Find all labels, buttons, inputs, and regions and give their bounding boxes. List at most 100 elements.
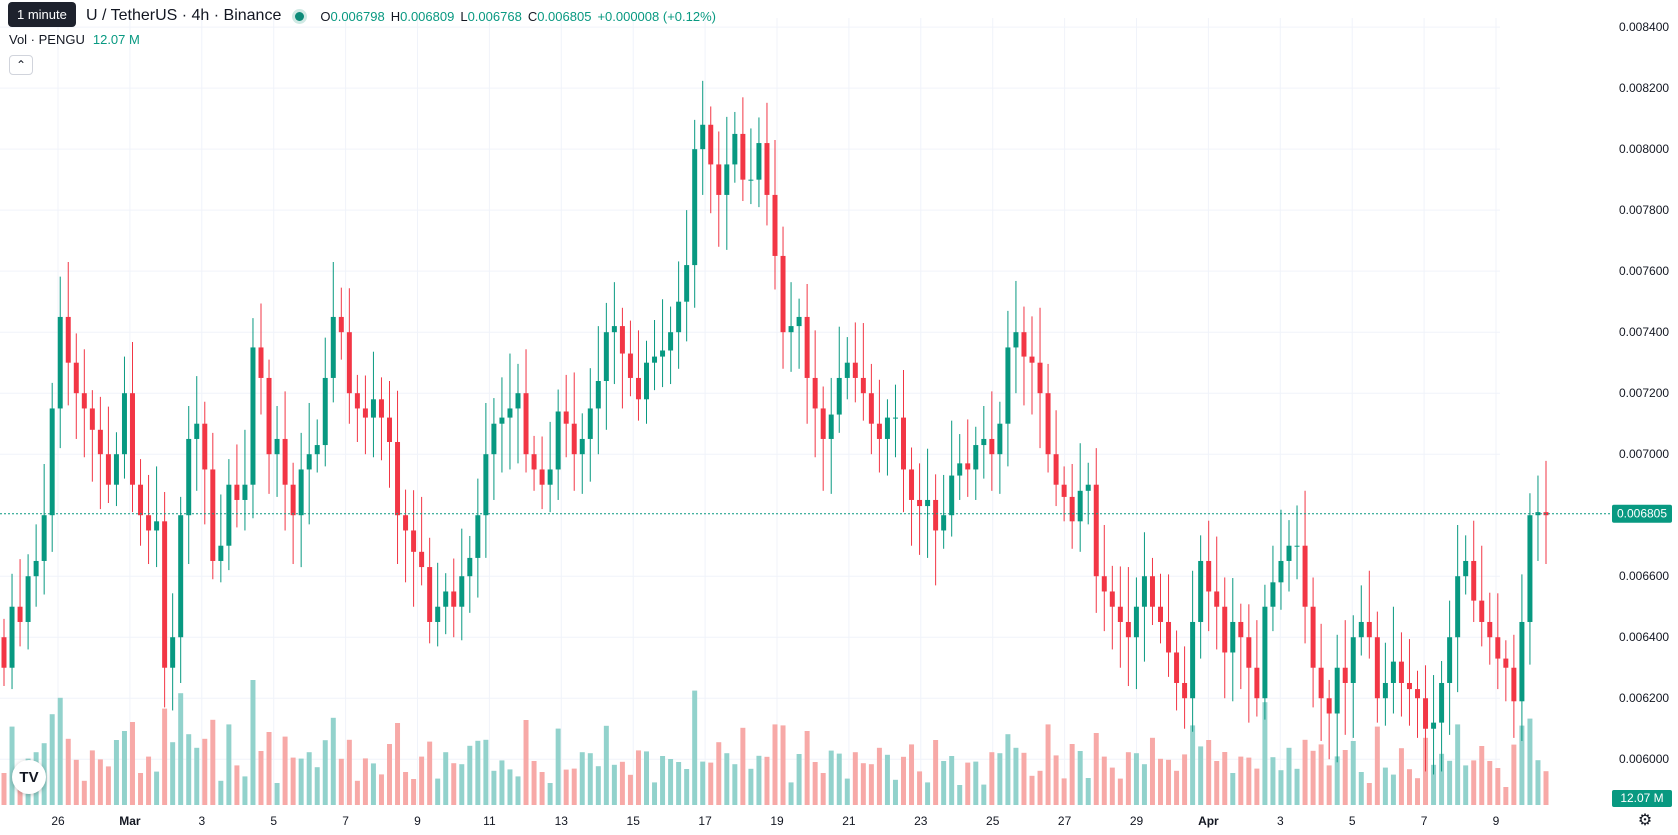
volume-bar bbox=[1527, 718, 1533, 805]
volume-bar bbox=[1270, 757, 1276, 805]
candle-body bbox=[17, 606, 23, 622]
candle-body bbox=[1182, 682, 1188, 699]
volume-label[interactable]: Vol · PENGU bbox=[9, 32, 85, 47]
candle-body bbox=[1109, 591, 1115, 607]
candle-body bbox=[820, 408, 826, 439]
candle-body bbox=[917, 499, 923, 507]
open-label: O bbox=[320, 8, 331, 24]
volume-bar bbox=[1045, 724, 1051, 805]
candle-body bbox=[579, 438, 585, 455]
volume-bar bbox=[571, 768, 577, 805]
candle-body bbox=[860, 377, 866, 394]
candle-body bbox=[973, 445, 979, 470]
time-tick-label: Apr bbox=[1198, 814, 1219, 828]
candle-body bbox=[97, 429, 103, 455]
volume-bar bbox=[804, 731, 810, 805]
tradingview-logo-icon[interactable]: TV bbox=[12, 760, 46, 794]
candle-body bbox=[290, 484, 296, 516]
candle-body bbox=[202, 423, 208, 470]
candle-body bbox=[796, 316, 802, 327]
candle-body bbox=[1527, 515, 1533, 622]
candle-body bbox=[892, 417, 898, 419]
collapse-legend-button[interactable]: ⌃ bbox=[9, 55, 33, 75]
volume-bar bbox=[611, 764, 617, 805]
time-tick-label: 5 bbox=[270, 814, 277, 828]
candle-body bbox=[836, 377, 842, 415]
volume-bar bbox=[467, 745, 473, 805]
candle-body bbox=[258, 347, 264, 378]
candle-body bbox=[1398, 661, 1404, 683]
candle-body bbox=[1190, 621, 1196, 699]
candle-body bbox=[1198, 560, 1204, 622]
candle-body bbox=[684, 265, 690, 302]
candle-body bbox=[1166, 621, 1172, 653]
volume-bar bbox=[1262, 702, 1268, 805]
candle-body bbox=[1141, 576, 1147, 607]
time-tick-label: 15 bbox=[627, 814, 641, 828]
volume-bar bbox=[1543, 771, 1549, 805]
price-tick-label: 0.008400 bbox=[1619, 20, 1669, 34]
volume-bar bbox=[909, 744, 915, 805]
price-tick-label: 0.008200 bbox=[1619, 81, 1669, 95]
volume-bar bbox=[1061, 778, 1067, 805]
volume-bar bbox=[306, 752, 312, 805]
volume-bars bbox=[1, 680, 1549, 805]
volume-bar bbox=[459, 764, 465, 805]
volume-bar bbox=[868, 764, 874, 805]
gear-icon[interactable]: ⚙ bbox=[1637, 812, 1653, 829]
candle-body bbox=[708, 124, 714, 165]
volume-bar bbox=[1149, 737, 1155, 805]
candle-body bbox=[9, 606, 15, 668]
candle-body bbox=[130, 393, 135, 485]
volume-bar bbox=[89, 750, 95, 805]
high-value: 0.006809 bbox=[400, 8, 455, 24]
volume-bar bbox=[1093, 733, 1099, 805]
candle-body bbox=[1366, 621, 1372, 638]
candle-body bbox=[41, 515, 47, 561]
candle-body bbox=[1511, 667, 1517, 702]
candle-body bbox=[370, 399, 376, 418]
time-tick-label: 13 bbox=[555, 814, 569, 828]
volume-bar bbox=[1334, 756, 1340, 805]
symbol-title[interactable]: U / TetherUS · 4h · Binance bbox=[86, 7, 282, 24]
chart-grid bbox=[0, 18, 1500, 805]
candle-body bbox=[555, 411, 561, 470]
volume-bar bbox=[57, 697, 63, 805]
candle-body bbox=[25, 576, 31, 622]
candle-body bbox=[788, 326, 794, 333]
volume-bar bbox=[138, 773, 144, 805]
time-tick-label: Mar bbox=[119, 814, 141, 828]
volume-bar bbox=[700, 761, 706, 805]
candle-body bbox=[427, 567, 433, 622]
volume-bar bbox=[1222, 752, 1228, 805]
volume-bar bbox=[965, 762, 971, 805]
candle-body bbox=[138, 484, 144, 516]
volume-bar bbox=[378, 774, 384, 805]
close-label: C bbox=[527, 8, 538, 24]
candle-body bbox=[1005, 347, 1011, 424]
volume-bar bbox=[250, 680, 256, 805]
candle-body bbox=[1334, 667, 1340, 714]
candle-body bbox=[1294, 545, 1300, 547]
volume-bar bbox=[1471, 760, 1477, 805]
close-value: 0.006805 bbox=[537, 8, 592, 24]
candle-body bbox=[748, 179, 754, 181]
volume-bar bbox=[411, 779, 417, 805]
candle-body bbox=[547, 469, 553, 485]
volume-bar bbox=[162, 708, 168, 805]
volume-bar bbox=[1206, 740, 1212, 805]
volume-bar bbox=[941, 761, 947, 805]
volume-bar bbox=[314, 767, 320, 805]
volume-bar bbox=[1326, 765, 1332, 805]
volume-bar bbox=[507, 769, 513, 805]
candle-body bbox=[113, 454, 119, 485]
candle-body bbox=[1029, 356, 1035, 363]
candle-body bbox=[965, 463, 971, 470]
volume-bar bbox=[1390, 774, 1396, 805]
candle-body bbox=[1455, 576, 1461, 638]
volume-bar bbox=[65, 738, 71, 805]
volume-bar bbox=[668, 759, 674, 805]
candle-body bbox=[1382, 682, 1388, 699]
volume-bar bbox=[925, 782, 931, 805]
